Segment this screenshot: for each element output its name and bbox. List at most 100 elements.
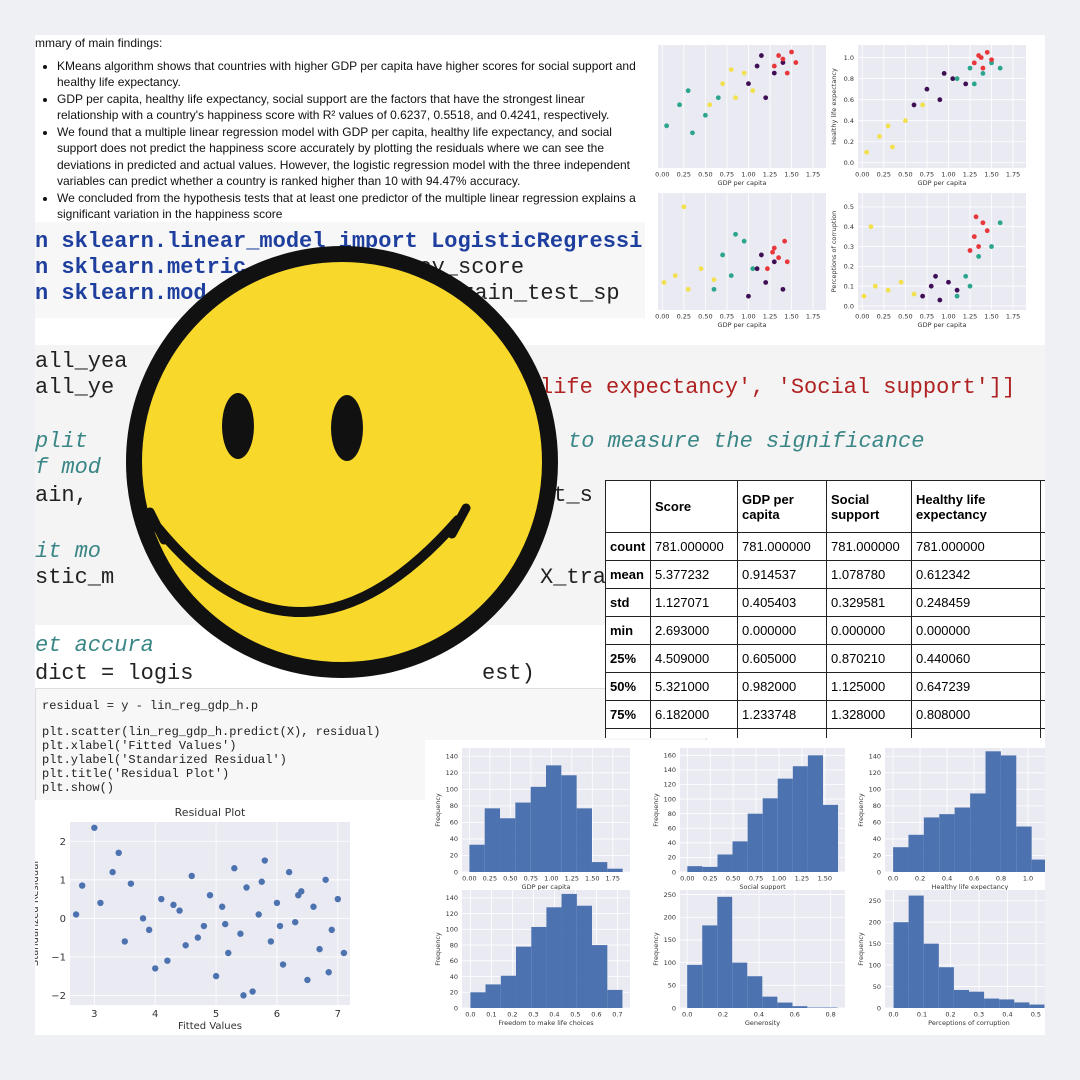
y-tick-label: 140: [446, 894, 458, 902]
bar: [485, 984, 501, 1008]
table-cell: 1.125000: [826, 672, 912, 701]
code-line: plit: [35, 429, 88, 454]
x-tick-label: 0.8: [825, 1011, 835, 1019]
point: [967, 65, 973, 71]
point: [902, 118, 908, 124]
x-tick-label: 1.25: [565, 875, 579, 883]
bar: [777, 1002, 793, 1008]
y-tick-label: 150: [869, 940, 881, 948]
summary-list: KMeans algorithm shows that countries wi…: [35, 58, 645, 223]
code-line: ain,: [35, 483, 88, 508]
point: [316, 945, 323, 953]
y-axis-label: Frequency: [857, 932, 865, 966]
point: [243, 884, 250, 891]
bar: [484, 808, 501, 872]
bar: [923, 943, 939, 1008]
point: [741, 70, 747, 76]
y-tick-label: 0.8: [844, 75, 854, 83]
smiley-dimple: [447, 503, 471, 539]
y-tick-label: 80: [450, 941, 458, 949]
point: [877, 134, 882, 139]
bar: [702, 925, 718, 1008]
bar: [500, 975, 516, 1008]
y-tick-label: 20: [450, 989, 458, 997]
point: [784, 259, 790, 265]
bar: [893, 847, 909, 872]
smiley-dimple: [145, 507, 169, 545]
point: [340, 949, 348, 957]
code-line: plt.xlabel('Fitted Values'): [42, 739, 237, 753]
x-tick-label: 0.75: [749, 875, 763, 883]
x-tick-label: 1.00: [741, 313, 755, 321]
point: [231, 865, 238, 872]
x-tick-label: 3: [91, 1009, 97, 1020]
y-axis-label: Frequency: [652, 932, 660, 966]
y-tick-label: 0.0: [844, 302, 854, 310]
x-tick-label: 1.25: [763, 171, 777, 179]
y-axis-label: Perceptions of corruption: [830, 211, 838, 293]
point: [980, 220, 986, 226]
point: [158, 895, 165, 903]
y-tick-label: 0.6: [844, 96, 854, 104]
point: [976, 254, 982, 259]
point: [997, 65, 1003, 71]
point: [279, 961, 287, 968]
table-row: min2.6930000.0000000.0000000.0000000.000…: [605, 616, 1045, 645]
point: [328, 926, 335, 934]
x-tick-label: 1.75: [806, 313, 820, 321]
y-tick-label: 140: [446, 753, 458, 761]
point: [776, 255, 782, 261]
x-tick-label: 0.7: [612, 1011, 622, 1019]
bar: [970, 793, 986, 872]
bar: [985, 751, 1001, 872]
point: [971, 60, 977, 66]
bar: [954, 807, 971, 872]
bar: [546, 765, 562, 872]
x-tick-label: 1.00: [941, 171, 955, 179]
point: [661, 280, 667, 285]
x-tick-label: 0.4: [942, 875, 952, 883]
point: [702, 112, 708, 118]
point: [868, 224, 874, 230]
x-tick-label: 1.75: [1006, 313, 1020, 321]
bar: [908, 895, 924, 1008]
x-tick-label: 0.8: [996, 875, 1006, 883]
y-tick-label: 0: [60, 914, 66, 925]
x-tick-label: 4: [152, 1009, 158, 1020]
code-line: to measure the significance: [568, 429, 925, 454]
y-tick-label: 1.0: [844, 54, 854, 62]
point: [170, 901, 177, 909]
bar: [732, 841, 748, 872]
x-tick-label: 1.50: [818, 875, 832, 883]
x-tick-label: 1.50: [784, 313, 798, 321]
code-line: f mod: [35, 455, 102, 480]
bar: [807, 755, 823, 872]
row-label: 50%: [605, 672, 651, 701]
x-tick-label: 1.25: [963, 171, 977, 179]
x-tick-label: 0.50: [698, 313, 712, 321]
point: [292, 918, 299, 926]
bar: [546, 907, 562, 1008]
point: [954, 293, 960, 299]
y-tick-label: 0.2: [844, 138, 854, 146]
x-tick-label: 1.25: [795, 875, 809, 883]
y-tick-label: 0.4: [844, 223, 854, 231]
y-tick-label: 200: [664, 914, 676, 922]
bar: [561, 775, 577, 872]
code-line: dict = logis: [35, 661, 194, 686]
y-tick-label: 0.3: [844, 243, 854, 251]
point: [152, 965, 159, 972]
point: [295, 892, 302, 899]
point: [980, 65, 986, 71]
y-tick-label: 120: [664, 781, 676, 789]
x-tick-label: 0.6: [790, 1011, 800, 1019]
point: [334, 895, 342, 903]
code-line: est): [482, 661, 535, 686]
x-tick-label: 0.25: [483, 875, 497, 883]
point: [963, 81, 969, 87]
table-row: mean5.3772320.9145371.0787800.6123420.41…: [605, 560, 1045, 589]
x-tick-label: 0.25: [677, 313, 691, 321]
point: [677, 102, 682, 108]
point: [997, 220, 1003, 226]
